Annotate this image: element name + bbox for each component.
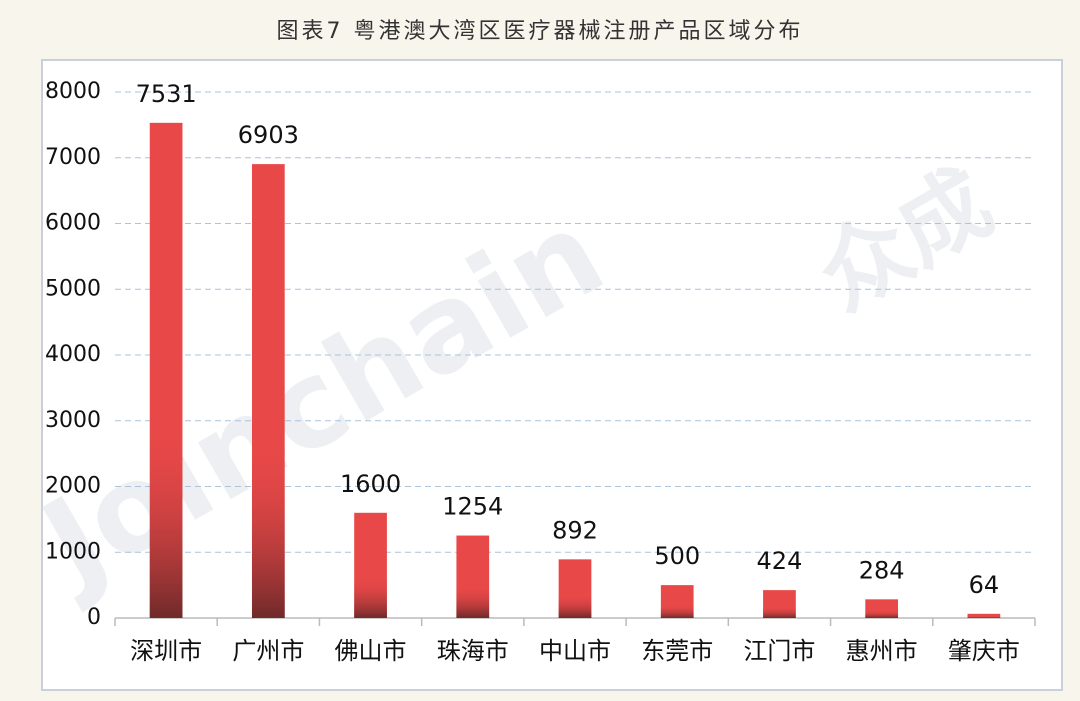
value-label: 500: [654, 542, 700, 570]
bar-shade: [967, 613, 1001, 618]
bar-shade: [251, 164, 285, 618]
x-tick-label: 广州市: [232, 637, 304, 665]
value-label: 7531: [136, 80, 197, 108]
x-tick-label: 东莞市: [641, 637, 713, 665]
bar-shade: [456, 535, 490, 618]
value-label: 6903: [238, 121, 299, 149]
value-label: 64: [969, 571, 1000, 599]
value-label: 284: [859, 556, 905, 584]
y-tick-label: 6000: [45, 211, 101, 236]
y-tick-label: 2000: [45, 474, 101, 499]
value-label: 424: [757, 547, 803, 575]
x-tick-label: 佛山市: [335, 637, 407, 665]
value-label: 1600: [340, 470, 401, 498]
plot-frame: [41, 59, 1063, 691]
chart-title: 图表7 粤港澳大湾区医疗器械注册产品区域分布: [277, 19, 804, 44]
y-tick-label: 7000: [45, 145, 101, 170]
y-tick-label: 8000: [45, 79, 101, 104]
bar-shade: [149, 122, 183, 619]
bar-shade: [558, 559, 592, 618]
y-tick-label: 1000: [45, 539, 101, 564]
value-label: 892: [552, 516, 598, 544]
x-tick-label: 中山市: [539, 637, 611, 665]
bar-shade: [763, 590, 796, 618]
y-tick-label: 3000: [45, 408, 101, 433]
bar-shade: [660, 585, 694, 618]
x-tick-label: 肇庆市: [948, 637, 1020, 665]
x-tick-label: 珠海市: [437, 637, 509, 665]
x-tick-label: 江门市: [743, 637, 815, 665]
bar-shade: [865, 599, 899, 618]
y-tick-label: 0: [87, 605, 101, 630]
y-tick-label: 4000: [45, 342, 101, 367]
bar-shade: [354, 512, 387, 618]
x-tick-label: 惠州市: [846, 637, 918, 665]
x-tick-label: 深圳市: [130, 637, 202, 665]
value-label: 1254: [442, 493, 503, 521]
y-tick-label: 5000: [45, 276, 101, 301]
